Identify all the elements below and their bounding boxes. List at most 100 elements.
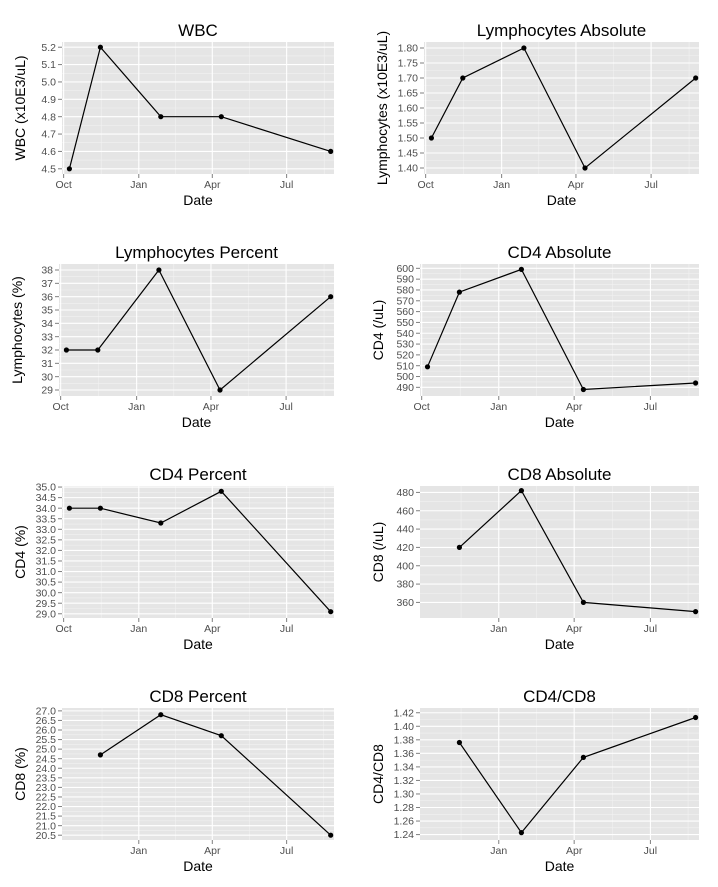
data-point [218, 733, 224, 739]
panel-5: 29.029.530.030.531.031.532.032.533.033.5… [12, 465, 334, 652]
data-point [328, 832, 334, 838]
y-tick-label: 540 [396, 328, 414, 340]
y-tick-label: 1.40 [398, 163, 419, 175]
y-tick-label: 23.0 [36, 782, 57, 794]
x-tick-label: Jan [130, 623, 147, 635]
y-axis-label: CD4/CD8 [370, 744, 386, 804]
y-tick-label: 29.0 [36, 608, 57, 620]
y-tick-label: 4.6 [41, 146, 56, 158]
y-tick-label: 1.75 [398, 58, 419, 70]
y-tick-label: 560 [396, 306, 414, 318]
y-tick-label: 1.65 [398, 88, 419, 100]
data-point [460, 75, 466, 81]
x-tick-label: Jan [128, 401, 145, 413]
panel-1: 4.5 4.6 4.7 4.8 4.9 5.0 5.1 5.2 Oct Jan Apr Jul WBC D… [12, 21, 334, 208]
data-point [328, 294, 334, 300]
y-tick-label: 590 [396, 274, 414, 286]
data-point [518, 488, 525, 494]
x-axis-label: Date [183, 858, 213, 874]
x-tick-label: Apr [566, 401, 583, 413]
plot-background [420, 486, 699, 618]
data-point [580, 754, 587, 761]
y-tick-label: 27.0 [36, 705, 57, 717]
data-point [97, 752, 103, 758]
series-line [458, 489, 696, 613]
series-line [100, 714, 332, 836]
data-point [456, 739, 462, 746]
y-tick-label: 5.0 [41, 77, 56, 89]
y-tick-label: 26.0 [36, 725, 57, 737]
y-tick-label: 25.0 [36, 744, 57, 756]
y-tick-label: 520 [396, 349, 414, 361]
data-point [66, 166, 72, 172]
y-tick-label: 34.5 [36, 492, 57, 504]
y-tick-label: 4.7 [41, 129, 56, 141]
y-tick-label: 1.70 [398, 73, 419, 85]
y-axis-label: CD4 (/uL) [370, 300, 386, 361]
x-tick-label: Jan [490, 623, 507, 635]
y-tick-label: 4.5 [41, 163, 56, 175]
x-tick-label: Jul [279, 401, 292, 413]
panel-title: Lymphocytes Absolute [477, 21, 646, 40]
y-tick-label: 600 [396, 263, 414, 275]
y-tick-label: 1.36 [394, 748, 415, 760]
y-tick-label: 1.38 [394, 734, 415, 746]
y-tick-label: 1.55 [398, 118, 419, 130]
y-tick-label: 22.0 [36, 801, 57, 813]
y-tick-label: 490 [396, 382, 414, 394]
y-tick-label: 32.5 [36, 534, 57, 546]
y-tick-label: 1.50 [398, 133, 419, 145]
data-point [328, 148, 334, 154]
panel-title: CD8 Percent [149, 687, 247, 706]
panel-title: CD4 Absolute [508, 243, 612, 262]
y-tick-label: 33 [41, 331, 53, 343]
y-tick-label: 1.42 [394, 707, 415, 719]
panel-title: CD4 Percent [149, 465, 247, 484]
panel-2: 1.40 1.45 1.50 1.55 1.60 1.65 1.70 1.75 1.80 Oct J… [374, 21, 699, 208]
y-tick-label: 1.34 [394, 761, 415, 773]
y-tick-label: 1.45 [398, 148, 419, 160]
panel-6: 360 380 400 420 440 460 480 Jan Apr Jul CD8 Absolu… [370, 465, 699, 652]
x-axis-label: Date [545, 414, 575, 430]
x-tick-label: Apr [204, 179, 221, 191]
x-tick-label: Apr [566, 845, 583, 857]
x-tick-label: Jul [644, 179, 657, 191]
y-axis-label: CD4 (%) [12, 525, 28, 579]
x-tick-label: Oct [414, 401, 430, 413]
data-point [63, 347, 69, 353]
data-point [693, 714, 699, 721]
y-tick-label: 32.0 [36, 545, 57, 557]
data-point [518, 830, 525, 836]
data-point [217, 387, 223, 393]
x-tick-label: Apr [204, 623, 221, 635]
x-tick-label: Oct [417, 179, 433, 191]
data-point [518, 266, 525, 272]
y-tick-label: 31.0 [36, 566, 57, 578]
data-point [580, 386, 587, 393]
y-tick-label: 5.2 [41, 42, 56, 54]
y-tick-label: 4.9 [41, 94, 56, 106]
data-point [428, 135, 434, 141]
y-tick-label: 34 [41, 318, 53, 330]
x-tick-label: Jan [130, 179, 147, 191]
data-point [580, 599, 587, 606]
y-tick-label: 480 [396, 487, 414, 499]
y-tick-label: 440 [396, 524, 414, 536]
data-point [66, 505, 72, 511]
y-tick-label: 1.80 [398, 43, 419, 55]
y-tick-label: 25.5 [36, 734, 57, 746]
x-tick-label: Apr [203, 401, 220, 413]
y-tick-label: 33.0 [36, 524, 57, 536]
x-axis-label: Date [182, 414, 212, 430]
x-axis-label: Date [545, 858, 575, 874]
y-tick-label: 550 [396, 317, 414, 329]
data-point [218, 488, 224, 494]
x-axis-label: Date [183, 636, 213, 652]
panel-8: 1.241.26 1.281.30 1.32 1.341.36 1.381.40 1.42… [370, 687, 699, 874]
data-point [456, 289, 462, 295]
y-tick-label: 460 [396, 505, 414, 517]
x-axis-label: Date [545, 636, 575, 652]
y-axis-label: CD8 (%) [12, 747, 28, 801]
y-tick-label: 31.5 [36, 556, 57, 568]
data-point [456, 544, 462, 551]
